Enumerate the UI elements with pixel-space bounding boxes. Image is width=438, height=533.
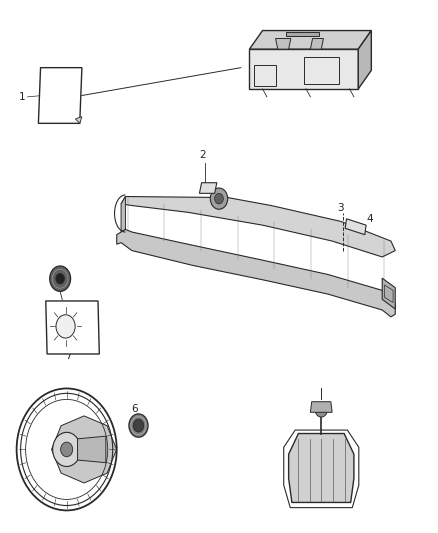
Polygon shape xyxy=(52,416,117,483)
Polygon shape xyxy=(289,433,354,503)
Polygon shape xyxy=(75,117,82,123)
Text: 7: 7 xyxy=(66,351,72,361)
Polygon shape xyxy=(345,219,366,235)
Circle shape xyxy=(133,419,144,432)
Circle shape xyxy=(56,273,64,284)
Circle shape xyxy=(61,442,73,457)
Text: 4: 4 xyxy=(366,214,373,224)
Text: 1: 1 xyxy=(19,92,25,102)
Text: 2: 2 xyxy=(200,150,206,160)
Text: 5: 5 xyxy=(314,405,320,414)
Polygon shape xyxy=(121,197,125,232)
Polygon shape xyxy=(382,278,395,309)
Text: 6: 6 xyxy=(131,405,138,414)
Polygon shape xyxy=(117,229,395,317)
Circle shape xyxy=(210,188,228,209)
Circle shape xyxy=(215,193,223,204)
Circle shape xyxy=(129,414,148,437)
Polygon shape xyxy=(276,38,291,49)
Polygon shape xyxy=(199,183,217,193)
Text: 3: 3 xyxy=(337,203,343,213)
Polygon shape xyxy=(250,49,358,89)
Circle shape xyxy=(49,266,71,292)
Circle shape xyxy=(53,432,81,466)
Polygon shape xyxy=(286,32,319,36)
Circle shape xyxy=(56,315,75,338)
Polygon shape xyxy=(121,197,395,257)
Circle shape xyxy=(315,402,327,417)
Polygon shape xyxy=(311,38,323,49)
Polygon shape xyxy=(78,436,106,463)
Polygon shape xyxy=(358,30,371,89)
Polygon shape xyxy=(311,402,332,413)
Polygon shape xyxy=(39,68,82,123)
Polygon shape xyxy=(46,301,99,354)
Polygon shape xyxy=(250,30,371,49)
